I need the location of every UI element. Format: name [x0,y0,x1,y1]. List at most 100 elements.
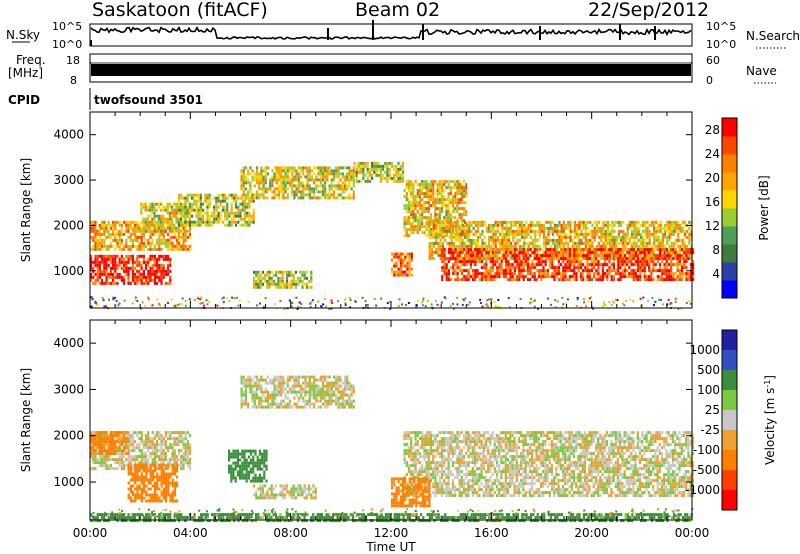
power-cell-band-8 [617,257,620,261]
power-cell-band-0 [112,254,115,258]
power-cell-band-3 [188,208,191,212]
power-noise-cell [247,301,250,303]
power-colorbar-segment [722,226,737,245]
power-noise-cell [461,303,464,306]
power-cell-band-8 [535,248,538,252]
power-cell-band-0 [142,281,145,285]
power-noise-cell [196,296,199,299]
power-ytick-label: 2000 [53,218,84,232]
power-cell-band-6 [440,219,444,223]
power-cell-band-6 [416,183,419,187]
power-cell-band-0 [127,278,130,282]
power-cell-band-2 [140,211,143,215]
power-cell-band-2 [168,205,171,209]
power-cell-band-7 [646,232,649,236]
power-cell-band-7 [657,229,660,233]
power-cell-band-1 [120,223,123,227]
power-noise-cell [309,306,312,308]
power-cell-band-4 [291,181,294,185]
power-cell-band-4 [280,166,283,170]
power-cell-band-8 [491,263,494,267]
power-cell-band-4 [302,196,305,200]
power-cell-band-2 [171,214,174,218]
power-cell-band-8 [487,269,490,273]
power-cell-band-7 [518,244,521,248]
power-cell-band-6 [447,213,450,217]
power-cell-band-3 [219,217,222,221]
power-cell-band-3 [186,211,189,215]
power-cell-band-8 [494,260,497,264]
power-cell-band-2 [173,202,176,206]
power-cell-band-7 [567,244,570,248]
power-cell-band-1 [116,241,119,245]
power-cell-band-4 [297,190,300,194]
power-cell-band-8 [632,254,635,258]
power-cell-band-0 [94,263,97,267]
power-cell-band-3 [243,217,246,221]
power-cell-band-7 [584,220,587,224]
power-cell-band-8 [590,263,593,267]
power-cell-band-6 [414,180,417,184]
power-cell-band-0 [109,281,112,285]
power-cell-band-0 [153,272,156,276]
power-cell-band-7 [582,220,585,224]
power-cell-band-4 [308,187,311,191]
power-cell-band-6 [416,189,419,193]
power-cell-band-0 [156,272,159,276]
power-cell-band-8 [588,251,591,255]
power-cell-band-4 [337,187,340,191]
power-cell-band-7 [613,247,616,251]
power-cell-band-5 [399,164,402,168]
power-cell-band-8 [689,266,692,270]
power-cell-band-8 [665,278,668,282]
power-cell-band-8 [496,272,499,276]
power-cell-band-8 [579,254,582,258]
power-cell-band-4 [284,184,287,188]
power-cell-band-8 [608,266,611,270]
power-cell-band-4 [335,196,338,200]
power-cell-band-4 [326,196,329,200]
power-cell-band-7 [615,220,618,224]
power-cell-band-7 [666,226,669,230]
power-cell-band-7 [560,223,563,227]
power-cell-band-7 [554,244,557,248]
power-cell-band-1 [160,238,163,242]
velocity-cell-band-0 [107,464,110,468]
power-cell-band-4 [332,193,336,197]
power-cell-band-6 [414,216,417,220]
power-cell-band-0 [134,266,137,270]
power-noise-cell [255,304,258,307]
power-cell-band-0 [114,257,117,261]
power-cell-band-7 [613,223,616,227]
power-cell-band-8 [467,275,470,279]
power-cell-band-6 [418,201,422,205]
power-cell-band-7 [543,232,546,236]
power-cell-band-0 [125,263,128,267]
power-cell-band-6 [418,207,422,211]
power-cell-band-4 [282,193,285,197]
station-title: Saskatoon (fitACF) [92,0,268,21]
power-noise-cell [200,296,203,299]
power-cell-band-0 [151,272,154,276]
power-cell-band-2 [151,229,154,233]
power-cell-band-8 [573,251,576,255]
power-cell-band-8 [661,257,664,261]
power-cell-band-8 [502,251,505,255]
power-cell-band-7 [683,229,686,233]
power-noise-cell [184,300,187,302]
power-cell-band-4 [244,193,248,197]
power-cell-band-6 [429,228,433,232]
power-cell-band-2 [164,229,167,233]
power-cell-band-8 [562,251,565,255]
power-cell-band-3 [180,193,183,197]
power-cell-band-7 [661,244,664,248]
power-ytick-label: 1000 [53,264,84,278]
power-cell-band-3 [197,193,200,197]
power-cell-band-7 [505,229,508,233]
power-cell-band-4 [273,190,276,194]
power-cell-band-8 [643,263,646,267]
velocity-cell-band-0 [120,458,123,462]
power-cell-band-8 [595,278,598,282]
power-cell-band-7 [538,244,541,248]
power-cell-band-7 [591,229,594,233]
